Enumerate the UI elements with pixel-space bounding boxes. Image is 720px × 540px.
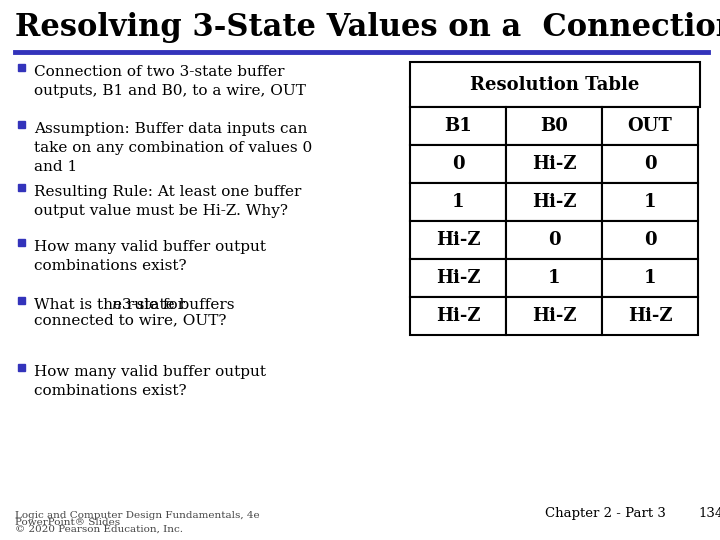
Text: Assumption: Buffer data inputs can
take on any combination of values 0
and 1: Assumption: Buffer data inputs can take … xyxy=(34,122,312,174)
FancyBboxPatch shape xyxy=(410,297,506,335)
FancyBboxPatch shape xyxy=(410,221,506,259)
FancyBboxPatch shape xyxy=(410,62,700,107)
Text: PowerPoint® Slides: PowerPoint® Slides xyxy=(15,518,120,527)
Text: connected to wire, OUT?: connected to wire, OUT? xyxy=(34,313,227,327)
FancyBboxPatch shape xyxy=(506,145,602,183)
FancyBboxPatch shape xyxy=(18,239,25,246)
Text: Resolution Table: Resolution Table xyxy=(470,76,639,93)
FancyBboxPatch shape xyxy=(18,121,25,128)
FancyBboxPatch shape xyxy=(18,64,25,71)
Text: 0: 0 xyxy=(451,155,464,173)
Text: Resolving 3-State Values on a  Connection: Resolving 3-State Values on a Connection xyxy=(15,12,720,43)
Text: Hi-Z: Hi-Z xyxy=(436,269,480,287)
FancyBboxPatch shape xyxy=(410,259,506,297)
FancyBboxPatch shape xyxy=(410,107,506,145)
Text: Connection of two 3-state buffer
outputs, B1 and B0, to a wire, OUT: Connection of two 3-state buffer outputs… xyxy=(34,65,306,98)
Text: © 2020 Pearson Education, Inc.: © 2020 Pearson Education, Inc. xyxy=(15,525,183,534)
FancyBboxPatch shape xyxy=(602,259,698,297)
FancyBboxPatch shape xyxy=(18,184,25,191)
Text: 0: 0 xyxy=(548,231,560,249)
FancyBboxPatch shape xyxy=(506,259,602,297)
Text: Resulting Rule: At least one buffer
output value must be Hi-Z. Why?: Resulting Rule: At least one buffer outp… xyxy=(34,185,302,218)
Text: 134: 134 xyxy=(698,507,720,520)
FancyBboxPatch shape xyxy=(602,221,698,259)
FancyBboxPatch shape xyxy=(506,221,602,259)
Text: B0: B0 xyxy=(540,117,568,135)
Text: Hi-Z: Hi-Z xyxy=(532,155,576,173)
Text: 1: 1 xyxy=(451,193,464,211)
Text: Hi-Z: Hi-Z xyxy=(436,307,480,325)
FancyBboxPatch shape xyxy=(602,107,698,145)
FancyBboxPatch shape xyxy=(506,297,602,335)
FancyBboxPatch shape xyxy=(18,297,25,304)
Text: 1: 1 xyxy=(644,193,656,211)
Text: What is the rule for: What is the rule for xyxy=(34,298,190,312)
Text: 0: 0 xyxy=(644,231,657,249)
FancyBboxPatch shape xyxy=(506,183,602,221)
Text: Hi-Z: Hi-Z xyxy=(532,193,576,211)
Text: B1: B1 xyxy=(444,117,472,135)
FancyBboxPatch shape xyxy=(602,183,698,221)
Text: Chapter 2 - Part 3: Chapter 2 - Part 3 xyxy=(545,507,666,520)
Text: OUT: OUT xyxy=(628,117,672,135)
FancyBboxPatch shape xyxy=(410,145,506,183)
FancyBboxPatch shape xyxy=(410,183,506,221)
Text: How many valid buffer output
combinations exist?: How many valid buffer output combination… xyxy=(34,365,266,398)
Text: How many valid buffer output
combinations exist?: How many valid buffer output combination… xyxy=(34,240,266,273)
FancyBboxPatch shape xyxy=(602,145,698,183)
FancyBboxPatch shape xyxy=(602,297,698,335)
Text: Hi-Z: Hi-Z xyxy=(532,307,576,325)
Text: n: n xyxy=(112,298,122,312)
FancyBboxPatch shape xyxy=(506,107,602,145)
FancyBboxPatch shape xyxy=(18,364,25,371)
Text: Logic and Computer Design Fundamentals, 4e: Logic and Computer Design Fundamentals, … xyxy=(15,511,260,520)
Text: 1: 1 xyxy=(644,269,656,287)
Text: Hi-Z: Hi-Z xyxy=(436,231,480,249)
Text: 0: 0 xyxy=(644,155,657,173)
Text: Hi-Z: Hi-Z xyxy=(628,307,672,325)
Text: 3-state buffers: 3-state buffers xyxy=(117,298,234,312)
Text: 1: 1 xyxy=(548,269,560,287)
